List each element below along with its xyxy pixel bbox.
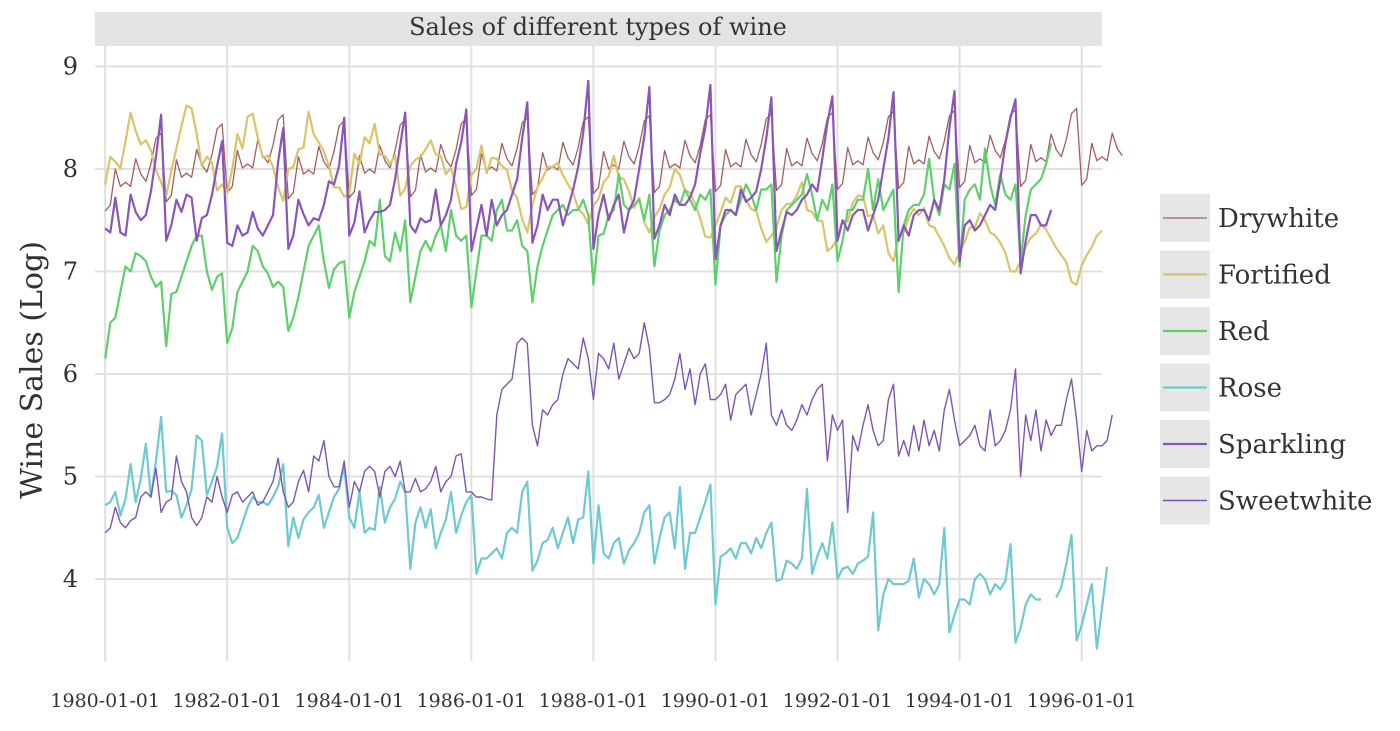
x-tick-label: 1992-01-01 [783, 690, 893, 712]
series-line-drywhite [104, 107, 1123, 212]
series-layer [104, 79, 1123, 650]
legend-label-rose: Rose [1218, 374, 1282, 404]
y-tick-label: 4 [63, 565, 78, 593]
x-tick-label: 1984-01-01 [295, 690, 405, 712]
y-tick-label: 6 [63, 360, 78, 388]
legend-label-sweetwhite: Sweetwhite [1218, 487, 1372, 517]
legend: Drywhite Fortified Red Rose Sparkling Sweetwh… [1160, 194, 1372, 525]
y-tick-label: 9 [63, 53, 78, 81]
legend-label-fortified: Fortified [1218, 261, 1331, 291]
series-line-rose [104, 415, 1109, 650]
y-tick-label: 5 [63, 463, 78, 491]
y-axis-ticks: 4 5 6 7 8 9 [63, 53, 78, 594]
y-grid [95, 65, 1102, 580]
y-tick-label: 8 [63, 155, 78, 183]
x-tick-label: 1990-01-01 [661, 690, 771, 712]
x-tick-label: 1982-01-01 [172, 690, 282, 712]
legend-label-drywhite: Drywhite [1218, 204, 1339, 234]
title-strip [95, 12, 1102, 46]
y-axis-label: Wine Sales (Log) [15, 241, 50, 499]
x-tick-label: 1988-01-01 [539, 690, 649, 712]
legend-label-red: Red [1218, 317, 1270, 347]
series-line-sweetwhite [104, 322, 1113, 534]
x-tick-label: 1996-01-01 [1027, 690, 1137, 712]
x-tick-label: 1980-01-01 [50, 690, 160, 712]
x-tick-label: 1986-01-01 [417, 690, 527, 712]
series-line-sparkling [104, 79, 1053, 275]
x-tick-label: 1994-01-01 [905, 690, 1015, 712]
x-axis-ticks: 1980-01-01 1982-01-01 1984-01-01 1986-01-01… [50, 690, 1136, 712]
legend-label-sparkling: Sparkling [1218, 430, 1346, 460]
series-line-red [104, 143, 1053, 359]
series-line-fortified [104, 104, 1103, 286]
chart-title: Sales of different types of wine [409, 13, 787, 41]
y-tick-label: 7 [63, 258, 78, 286]
